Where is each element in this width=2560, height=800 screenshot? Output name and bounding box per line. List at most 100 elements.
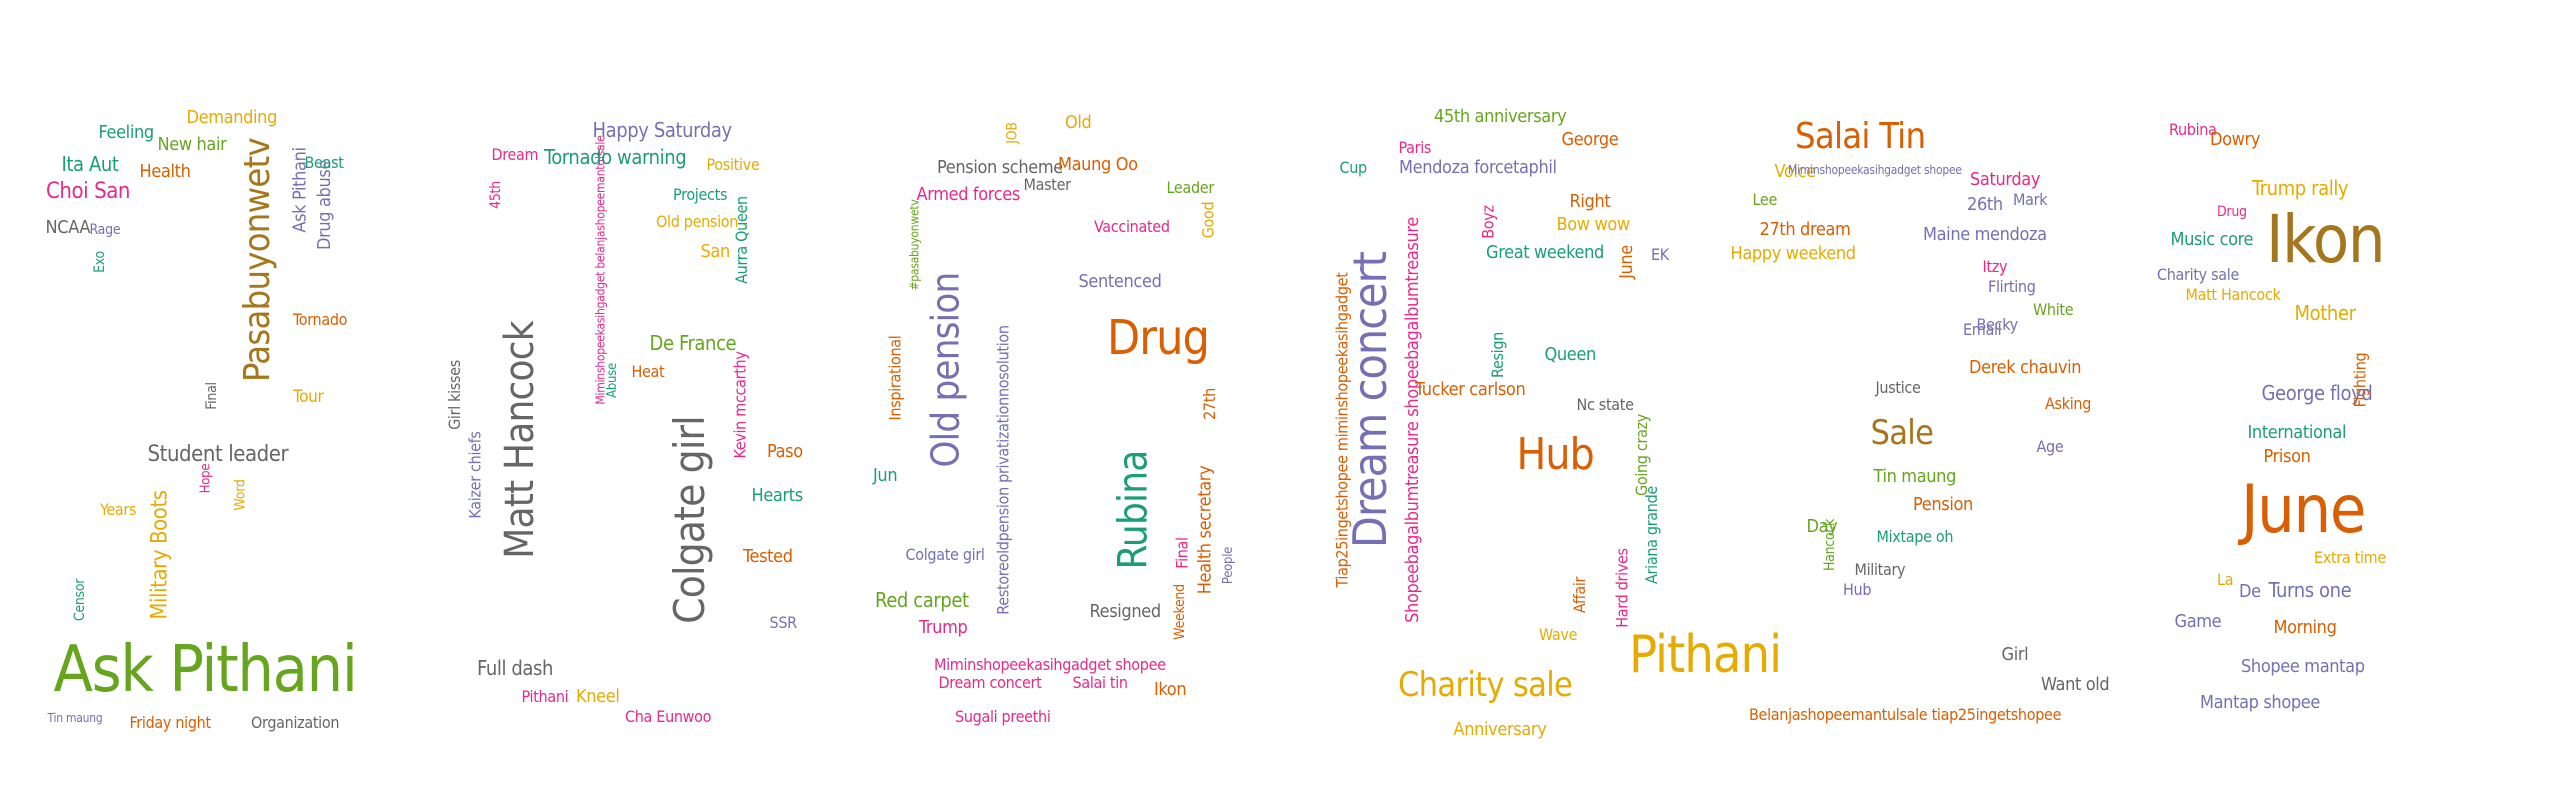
cloud-word: Restoreoldpension privatizationnosolutio… — [993, 325, 1013, 615]
cloud-word: De France — [649, 331, 737, 355]
cloud-word: Exo — [91, 251, 108, 273]
cloud-word: Going crazy — [1632, 414, 1651, 496]
cloud-word: Cup — [1339, 158, 1368, 177]
cloud-word: Student leader — [147, 442, 289, 467]
cloud-word: Military Boots — [147, 490, 173, 620]
cloud-word: Trump — [919, 617, 968, 638]
cloud-word: Mother — [2294, 301, 2356, 325]
cloud-word: Girl kisses — [444, 360, 464, 430]
cloud-word: Colgate girl — [905, 545, 985, 564]
cloud-word: Hancock — [1822, 518, 1839, 572]
cloud-word: Dream concert — [938, 673, 1042, 692]
cloud-word: Rage — [89, 222, 121, 238]
cloud-word: Day — [1806, 516, 1838, 537]
cloud-word: Shopee mantap — [2241, 656, 2365, 677]
cloud-word: Turns one — [2268, 578, 2352, 602]
cloud-word: Kaizer chiefs — [465, 431, 485, 519]
cloud-word: Word — [232, 479, 249, 511]
cloud-word: Hard drives — [1612, 548, 1632, 628]
cloud-word: Happy Saturday — [592, 118, 733, 142]
cloud-word: George floyd — [2261, 381, 2373, 405]
cloud-word: Pithani — [1629, 625, 1782, 685]
cloud-word: Sale — [1870, 413, 1934, 453]
cloud-word: Resigned — [1089, 601, 1162, 622]
cloud-word: Flirting — [1988, 277, 2036, 296]
cloud-word: New hair — [157, 134, 227, 155]
cloud-word: Wave — [1539, 625, 1578, 644]
cloud-word: People — [1220, 546, 1236, 584]
cloud-word: Shopeebagalbumtreasure shopeebagalbumtre… — [1401, 217, 1423, 623]
cloud-word: White — [2033, 300, 2074, 319]
cloud-word: Music core — [2170, 229, 2254, 250]
cloud-word: Girl — [2001, 644, 2029, 665]
cloud-word: Mark — [2013, 190, 2048, 209]
cloud-word: Asking — [2045, 394, 2092, 413]
cloud-word: Abuse — [604, 362, 620, 398]
cloud-word: Ita Aut — [61, 152, 119, 176]
cloud-word: Pension scheme — [937, 157, 1063, 178]
cloud-word: Inspirational — [884, 335, 904, 421]
cloud-word: Choi San — [46, 179, 130, 204]
cloud-word: Tornado — [293, 310, 348, 329]
cloud-word: Mendoza forcetaphil — [1399, 157, 1557, 178]
cloud-word: 27th dream — [1759, 219, 1851, 240]
cloud-word: Tucker carlson — [1415, 379, 1526, 400]
cloud-word: Heat — [631, 362, 665, 381]
cloud-word: Red carpet — [875, 588, 969, 612]
cloud-word: Kneel — [576, 686, 620, 707]
cloud-word: Itzy — [1982, 257, 2008, 276]
cloud-word: Hope — [198, 463, 214, 493]
cloud-word: Censor — [72, 578, 89, 622]
cloud-word: NCAA — [45, 217, 91, 238]
cloud-word: La — [2217, 570, 2234, 589]
cloud-word: Feeling — [98, 122, 155, 143]
cloud-word: Rubina — [1109, 450, 1156, 570]
cloud-word: JOB — [1004, 122, 1021, 144]
cloud-word: Health — [139, 161, 191, 182]
cloud-word: Mantap shopee — [2200, 692, 2321, 713]
cloud-word: Beast — [304, 153, 344, 172]
cloud-word: Charity sale — [1398, 665, 1573, 705]
cloud-word: Ikon — [1154, 679, 1187, 700]
cloud-word: Miminshopeekasihgadget shopee — [934, 655, 1166, 674]
cloud-word: Matt Hancock — [2185, 285, 2281, 304]
cloud-word: June — [1615, 245, 1637, 279]
cloud-word: Hub — [1516, 429, 1595, 480]
cloud-word: Leader — [1166, 178, 1215, 197]
cloud-word: Salai Tin — [1795, 116, 1926, 157]
cloud-word: Nc state — [1576, 395, 1634, 414]
cloud-word: Want old — [2041, 674, 2110, 695]
cloud-word: Military — [1854, 560, 1906, 579]
cloud-word: Paris — [1398, 138, 1432, 157]
cloud-word: Rubina — [2169, 120, 2217, 139]
cloud-word: Justice — [1875, 378, 1921, 397]
cloud-word: Morning — [2273, 617, 2337, 638]
cloud-word: Game — [2174, 611, 2222, 632]
cloud-word: Extra time — [2314, 548, 2386, 567]
cloud-word: Mixtape oh — [1876, 527, 1954, 546]
cloud-word: Tin maung — [1873, 466, 1957, 487]
cloud-word: Ask Pithani — [53, 633, 358, 707]
cloud-word: Voice — [1774, 161, 1817, 182]
cloud-word: Matt Hancock — [496, 321, 543, 559]
cloud-word: Ariana grande — [1641, 486, 1661, 584]
cloud-word: 27th — [1199, 388, 1219, 420]
cloud-word: Resign — [1488, 332, 1507, 378]
cloud-word: 45th anniversary — [1434, 106, 1567, 127]
cloud-word: Cha Eunwoo — [625, 707, 712, 726]
cloud-word: Happy weekend — [1730, 243, 1857, 264]
cloud-word: Belanjashopeemantulsale tiap25ingetshope… — [1749, 705, 2062, 724]
cloud-word: Dowry — [2210, 129, 2261, 150]
cloud-word: Bow wow — [1556, 214, 1631, 235]
cloud-word: Old pension — [922, 272, 967, 468]
cloud-word: Tin maung — [47, 711, 103, 725]
cloud-word: Salai tin — [1072, 673, 1129, 692]
cloud-word: Maung Oo — [1058, 154, 1138, 175]
cloud-word: Miminshopeekasihgadget shopee — [1788, 163, 1962, 177]
cloud-word: Affair — [1570, 576, 1590, 614]
cloud-word: Armed forces — [916, 184, 1021, 205]
cloud-word: Sugali preethi — [955, 707, 1051, 726]
cloud-word: Drug — [2217, 204, 2247, 220]
cloud-word: Prison — [2263, 446, 2311, 467]
